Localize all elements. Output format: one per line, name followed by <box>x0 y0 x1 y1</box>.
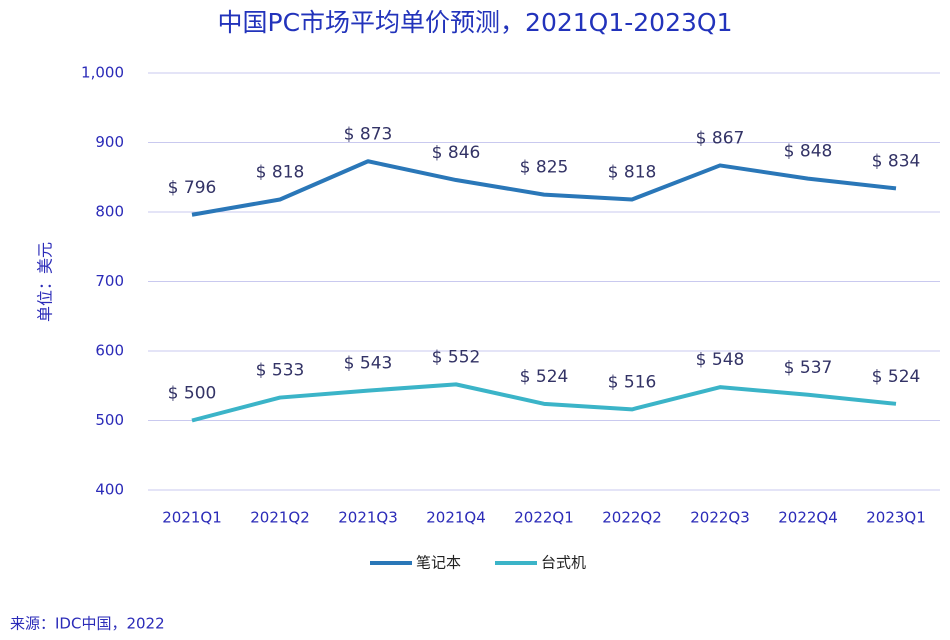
x-tick-label: 2021Q1 <box>162 509 222 527</box>
data-label: $ 537 <box>784 358 833 378</box>
y-tick-label: 700 <box>95 272 124 290</box>
x-tick-label: 2021Q2 <box>250 509 310 527</box>
data-label: $ 818 <box>608 162 657 182</box>
y-axis-label: 单位：美元 <box>36 242 55 322</box>
x-tick-label: 2021Q3 <box>338 509 398 527</box>
data-label: $ 524 <box>872 367 921 387</box>
data-label: $ 834 <box>872 151 921 171</box>
data-label: $ 873 <box>344 124 393 144</box>
legend-label: 笔记本 <box>416 554 461 572</box>
data-label: $ 796 <box>168 178 217 198</box>
data-label: $ 516 <box>608 372 657 392</box>
data-label: $ 533 <box>256 361 305 381</box>
data-label: $ 825 <box>520 158 569 178</box>
y-tick-label: 900 <box>95 133 124 151</box>
data-label: $ 552 <box>432 347 481 367</box>
data-label: $ 846 <box>432 143 481 163</box>
series-line <box>191 159 897 217</box>
data-label: $ 548 <box>696 350 745 370</box>
y-tick-label: 400 <box>95 481 124 499</box>
y-tick-label: 800 <box>95 203 124 221</box>
x-tick-label: 2022Q4 <box>778 509 838 527</box>
chart-title: 中国PC市场平均单价预测，2021Q1-2023Q1 <box>218 8 733 37</box>
data-label: $ 500 <box>168 384 217 404</box>
legend-label: 台式机 <box>541 554 586 572</box>
data-label: $ 543 <box>344 354 393 374</box>
x-tick-label: 2022Q3 <box>690 509 750 527</box>
data-label: $ 867 <box>696 128 745 148</box>
data-label: $ 818 <box>256 162 305 182</box>
data-label: $ 524 <box>520 367 569 387</box>
x-tick-label: 2023Q1 <box>866 509 926 527</box>
x-tick-label: 2021Q4 <box>426 509 486 527</box>
series-line <box>191 382 897 423</box>
y-tick-label: 1,000 <box>81 64 124 82</box>
y-tick-label: 500 <box>95 411 124 429</box>
source-note: 来源：IDC中国，2022 <box>10 615 165 633</box>
x-tick-label: 2022Q1 <box>514 509 574 527</box>
y-tick-label: 600 <box>95 342 124 360</box>
data-label: $ 848 <box>784 142 833 162</box>
x-tick-label: 2022Q2 <box>602 509 662 527</box>
